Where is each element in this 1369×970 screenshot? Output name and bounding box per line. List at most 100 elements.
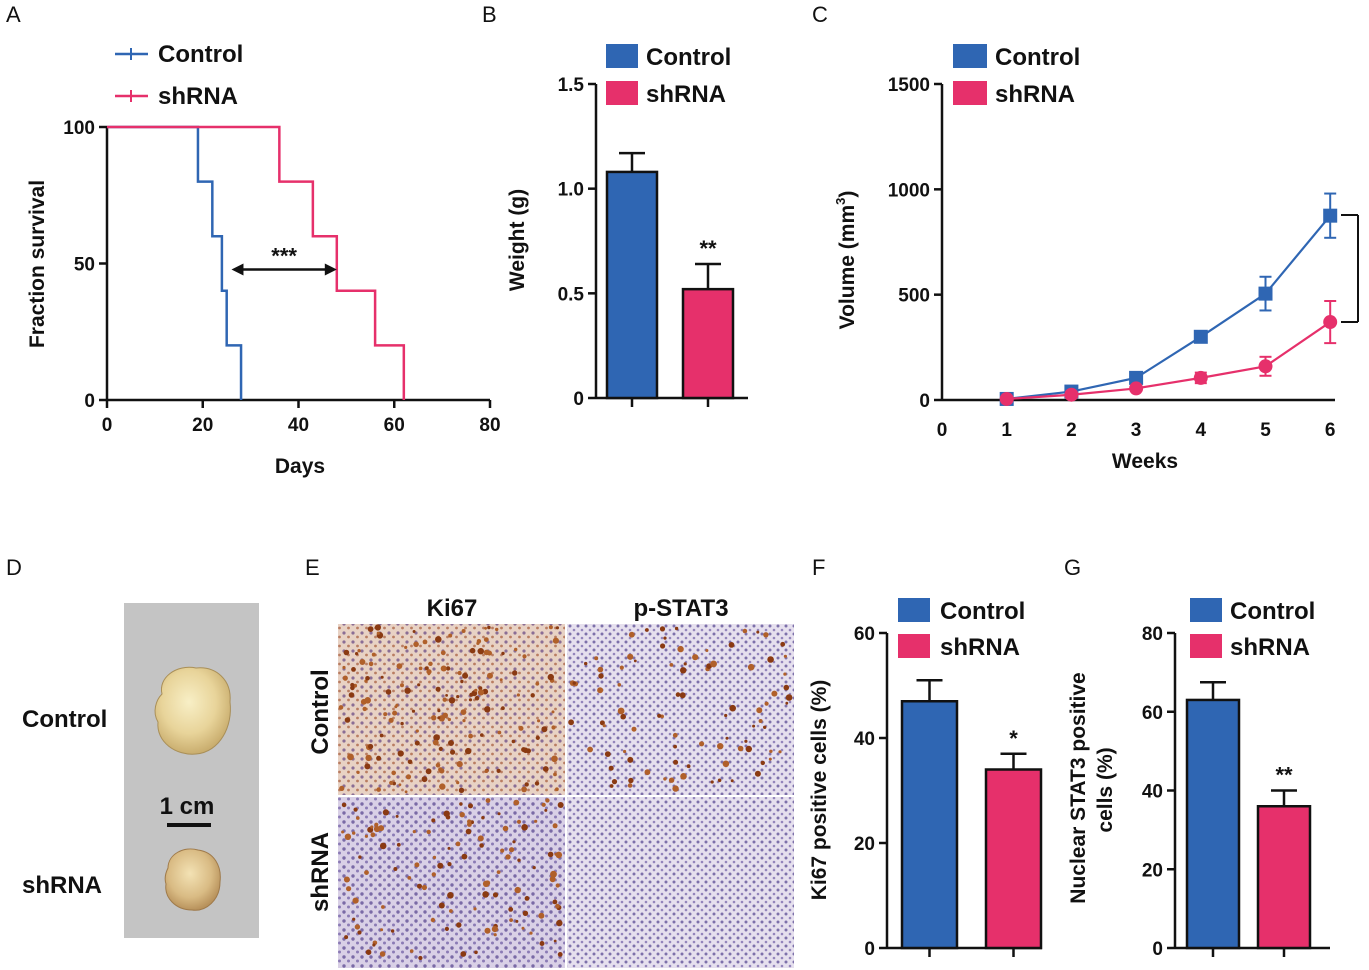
chart-b-ytick-label-1: 0.5 [558, 284, 585, 305]
chart-a-legend-shrna: shRNA [158, 83, 238, 110]
chart-f-ytick-label-0: 0 [864, 939, 875, 960]
chart-b-significance-1: ** [699, 236, 717, 261]
chart-c-xtick-label-5: 5 [1260, 420, 1271, 441]
ihc-nucleus-ki67-shrna [491, 926, 498, 933]
ihc-e-col-label-ki67: Ki67 [427, 595, 478, 622]
chart-c-point-shrna-5 [1323, 315, 1338, 330]
ihc-nucleus-pstat3-control [611, 779, 618, 785]
chart-c-ylabel: Volume (mm3) [833, 191, 859, 330]
ihc-nucleus-ki67-shrna [352, 897, 359, 904]
ihc-nucleus-ki67-control [389, 780, 394, 786]
ihc-nucleus-ki67-control [450, 749, 456, 755]
ihc-nucleus-ki67-shrna [557, 952, 563, 957]
ihc-nucleus-ki67-control [368, 661, 374, 667]
ihc-nucleus-ki67-shrna [512, 840, 516, 844]
ihc-nucleus-ki67-control [445, 666, 451, 671]
chart-g-ytick-label-3: 60 [1142, 703, 1163, 724]
ihc-nucleus-ki67-shrna [467, 819, 472, 824]
ihc-nucleus-pstat3-control [717, 743, 724, 750]
ihc-nucleus-pstat3-control [710, 660, 717, 668]
ihc-nucleus-ki67-control [359, 659, 366, 665]
panel-letter-e: E [305, 555, 320, 580]
ihc-nucleus-ki67-shrna [380, 928, 384, 932]
chart-a-arrowhead-right [324, 263, 337, 276]
ihc-nucleus-ki67-control [356, 770, 360, 775]
ihc-nucleus-ki67-shrna [381, 905, 385, 909]
ihc-nucleus-ki67-control [524, 782, 529, 787]
chart-a-legend-control: Control [158, 41, 243, 68]
ihc-nucleus-ki67-control [435, 686, 441, 692]
ihc-nucleus-ki67-control [468, 733, 473, 739]
ihc-nucleus-ki67-shrna [522, 910, 529, 916]
ihc-nucleus-ki67-shrna [459, 802, 463, 806]
ihc-nucleus-ki67-control [438, 746, 443, 752]
ihc-nucleus-ki67-control [447, 717, 451, 722]
ihc-nucleus-pstat3-control [730, 779, 734, 783]
ihc-nucleus-ki67-control [371, 652, 376, 657]
chart-a-ylabel: Fraction survival [26, 180, 49, 348]
chart-c-significance: *** [1367, 255, 1369, 281]
ihc-nucleus-ki67-shrna [417, 883, 422, 889]
chart-g-legend-shrna: shRNA [1230, 634, 1310, 661]
ihc-nucleus-ki67-shrna [372, 943, 376, 947]
chart-a-significance: *** [271, 244, 297, 269]
chart-g-significance-1: ** [1275, 763, 1293, 788]
ihc-nucleus-ki67-control [342, 675, 348, 681]
ihc-nucleus-ki67-control [426, 669, 432, 675]
ihc-nucleus-ki67-control [522, 654, 527, 659]
ihc-nucleus-pstat3-control [628, 631, 635, 638]
ihc-nucleus-pstat3-control [756, 630, 760, 634]
ihc-nucleus-ki67-control [440, 650, 446, 656]
ihc-nucleus-pstat3-control [587, 746, 593, 753]
ihc-nucleus-ki67-shrna [552, 899, 558, 905]
ihc-nucleus-ki67-control [521, 786, 527, 793]
ihc-tile-pstat3-control [567, 624, 794, 795]
ihc-nucleus-ki67-control [477, 689, 485, 696]
chart-g-ylabel-line2: cells (%) [1094, 747, 1117, 832]
ihc-nucleus-ki67-control [380, 675, 384, 679]
ihc-nucleus-ki67-shrna [447, 846, 451, 850]
chart-g-legend-swatch-control [1190, 598, 1222, 622]
ihc-nucleus-ki67-shrna [374, 822, 379, 827]
chart-b-legend-shrna: shRNA [646, 81, 726, 108]
ihc-nucleus-ki67-control [445, 694, 448, 697]
ihc-nucleus-ki67-shrna [412, 830, 416, 834]
ihc-nucleus-ki67-shrna [449, 909, 453, 913]
ihc-nucleus-ki67-shrna [547, 851, 554, 858]
ihc-nucleus-ki67-control [537, 719, 541, 723]
ihc-nucleus-pstat3-control [608, 765, 614, 771]
ihc-nucleus-ki67-shrna [379, 951, 386, 957]
ihc-nucleus-ki67-shrna [373, 825, 381, 833]
ihc-nucleus-ki67-shrna [379, 842, 387, 850]
ihc-nucleus-ki67-control [456, 781, 460, 785]
chart-b-bar-shrna [681, 287, 735, 400]
ihc-nucleus-pstat3-control [785, 694, 793, 701]
chart-g-ytick-label-0: 0 [1152, 939, 1163, 960]
ihc-nucleus-ki67-control [365, 676, 370, 681]
chart-c-point-shrna-3 [1193, 370, 1208, 385]
ihc-nucleus-pstat3-control [672, 732, 678, 738]
ihc-nucleus-ki67-control [433, 734, 440, 741]
chart-b-ylabel: Weight (g) [506, 189, 529, 291]
ihc-nucleus-ki67-shrna [461, 853, 468, 860]
chart-f-legend-swatch-shrna [898, 634, 930, 658]
ihc-nucleus-ki67-shrna [407, 876, 412, 880]
panel-letter-c: C [812, 2, 828, 27]
ihc-nucleus-ki67-control [551, 725, 556, 730]
ihc-nucleus-pstat3-control [764, 701, 769, 706]
ihc-nucleus-ki67-shrna [555, 903, 560, 909]
ihc-nucleus-ki67-control [398, 783, 402, 787]
chart-c-legend-swatch-shrna [953, 81, 987, 105]
ihc-nucleus-ki67-shrna [549, 876, 556, 883]
ihc-nucleus-ki67-control [483, 637, 489, 642]
ihc-nucleus-ki67-control [462, 719, 466, 723]
ihc-nucleus-ki67-control [469, 647, 476, 654]
chart-a-xlabel: Days [275, 455, 325, 478]
ihc-nucleus-ki67-shrna [509, 918, 513, 922]
chart-f-ytick-label-1: 20 [854, 834, 875, 855]
ihc-nucleus-ki67-control [437, 709, 441, 713]
ihc-nucleus-pstat3-control [584, 661, 588, 666]
chart-g-legend-swatch-shrna [1190, 634, 1222, 658]
chart-c-ytick-label-1: 500 [898, 286, 930, 307]
ihc-nucleus-ki67-control [396, 663, 403, 669]
